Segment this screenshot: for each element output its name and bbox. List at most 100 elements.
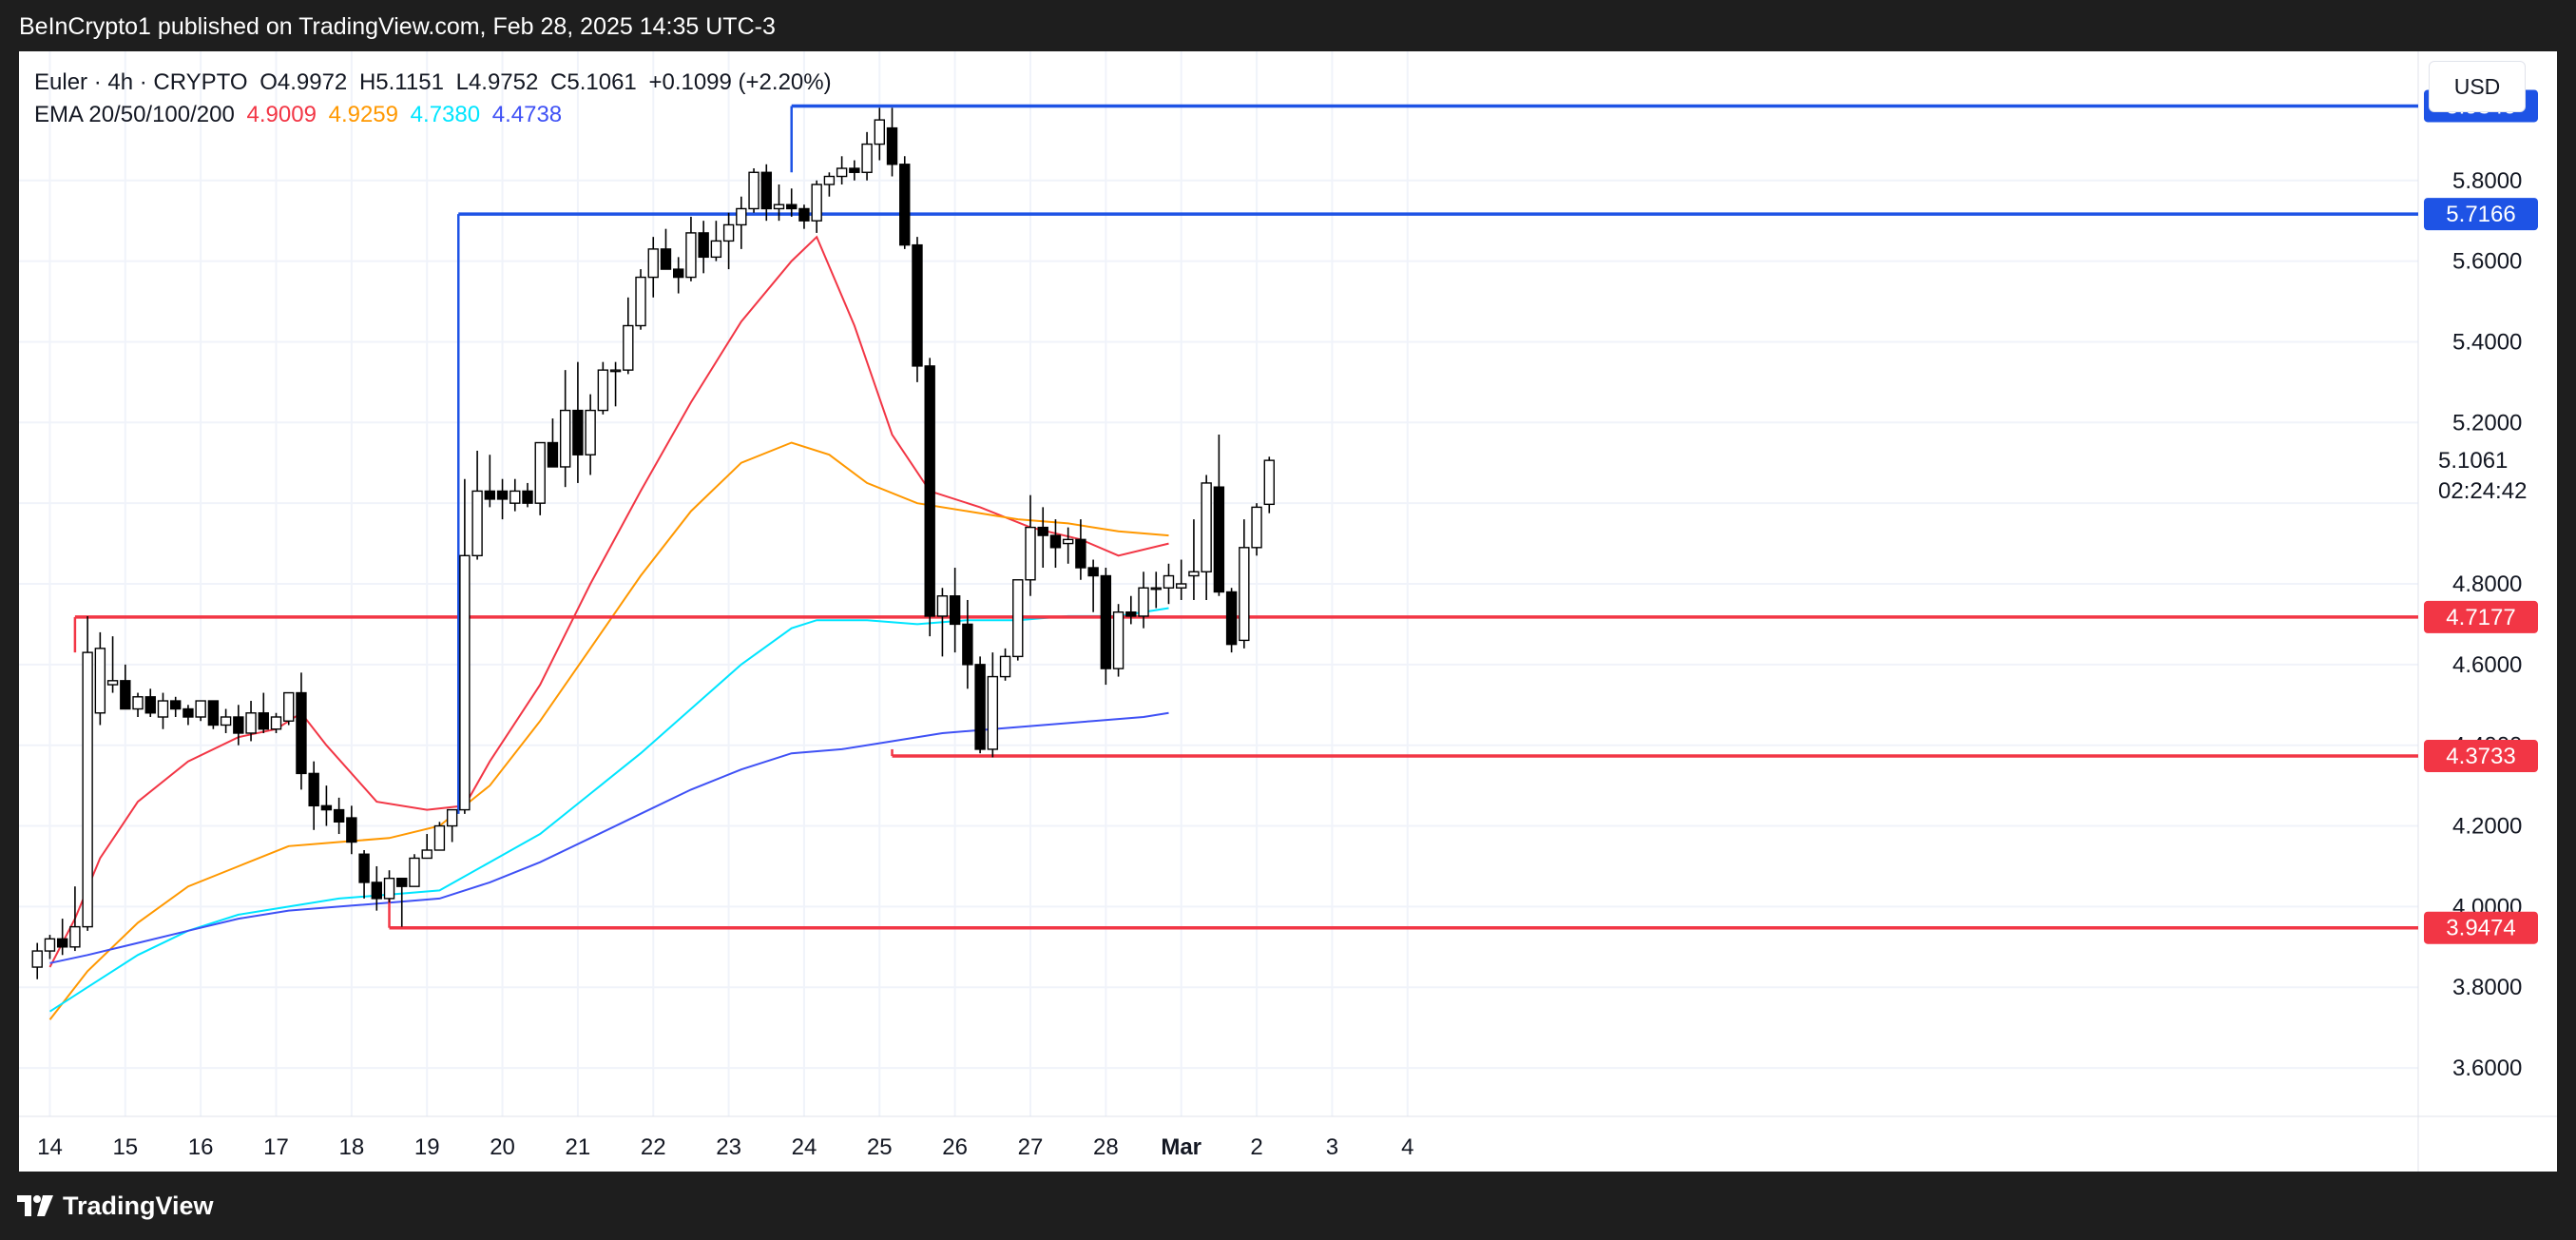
candle-body-bull	[1251, 506, 1262, 549]
candle-body-bull	[1025, 526, 1036, 581]
candle	[710, 221, 722, 262]
candle	[1012, 579, 1024, 661]
level-price-tag-bg	[2424, 911, 2538, 944]
candle-body-bull	[459, 554, 471, 811]
candle-body-bull	[471, 490, 483, 557]
price-chart[interactable]: 3.60003.80004.00004.20004.40004.60004.80…	[19, 51, 2557, 1172]
low-value: L4.9752	[455, 69, 539, 95]
candle-body-bull	[1239, 547, 1250, 642]
ema50-value: 4.9259	[328, 102, 398, 127]
candle-body-bull	[433, 824, 446, 851]
candle-body-bull	[1188, 571, 1200, 577]
candle-body-bull	[874, 119, 885, 145]
candle-body-bull	[1163, 574, 1175, 589]
candle	[999, 648, 1011, 681]
currency-button[interactable]: USD	[2429, 61, 2526, 112]
y-tick-label: 3.8000	[2452, 975, 2522, 1000]
candle-body-bear	[760, 171, 772, 210]
ema200-value: 4.4738	[491, 102, 563, 127]
candle-body-bear	[484, 490, 496, 500]
x-tick-label: 4	[1401, 1134, 1413, 1160]
candle-body-bear	[1049, 534, 1062, 549]
x-tick-label: 28	[1093, 1134, 1119, 1160]
countdown-label: 02:24:42	[2438, 478, 2527, 504]
candle-body-bear	[183, 707, 194, 718]
open-value: O4.9972	[260, 69, 348, 95]
chart-area[interactable]: 3.60003.80004.00004.20004.40004.60004.80…	[19, 51, 2557, 1172]
candle	[773, 184, 785, 222]
level-price-label: 3.9474	[2446, 916, 2515, 941]
candle	[283, 691, 295, 726]
x-tick-label: 14	[37, 1134, 63, 1160]
x-tick-label: 2	[1250, 1134, 1262, 1160]
candle	[1075, 519, 1086, 580]
candle-body-bull	[623, 324, 634, 371]
candle	[1025, 494, 1036, 596]
level-price-label: 4.3733	[2446, 744, 2515, 769]
x-tick-label: 24	[792, 1134, 817, 1160]
candle	[183, 705, 194, 726]
candle	[798, 204, 810, 229]
candle-body-bull	[82, 651, 93, 928]
candle-body-bull	[609, 369, 622, 373]
candle	[623, 297, 634, 375]
candle	[912, 237, 923, 382]
candle-body-bull	[94, 648, 106, 714]
ema-label[interactable]: EMA 20/50/100/200	[34, 102, 235, 127]
candle-body-bear	[358, 853, 370, 883]
candle	[144, 688, 156, 717]
candle	[585, 394, 596, 475]
x-axis: 14 15 16 17 18 19 20 21 22 23 24 25 26 27 28 Mar 2 3 4	[37, 1134, 1413, 1160]
x-tick-label: 20	[490, 1134, 515, 1160]
candle-body-bear	[346, 817, 357, 843]
candle	[446, 808, 458, 843]
candle-body-bear	[333, 808, 345, 823]
symbol-label[interactable]: Euler · 4h · CRYPTO	[34, 69, 248, 95]
candle	[1251, 503, 1262, 556]
candle-body-bear	[1075, 538, 1086, 569]
candle-body-bear	[698, 232, 709, 259]
candle	[936, 588, 949, 657]
candle-body-bull	[1012, 579, 1024, 658]
tradingview-logo[interactable]: TradingView	[17, 1191, 214, 1221]
y-tick-label: 5.6000	[2452, 249, 2522, 275]
candle	[270, 712, 282, 733]
level-price-tag: 5.7166	[2424, 198, 2538, 231]
ema-line-ema20	[48, 235, 1169, 968]
candle	[132, 692, 144, 717]
candle-body-bear	[899, 164, 911, 246]
candle-body-bull	[773, 203, 785, 210]
candle-body-bull	[811, 184, 822, 222]
level-price-label: 4.7177	[2446, 605, 2515, 630]
y-tick-label: 5.4000	[2452, 329, 2522, 355]
candle	[1239, 519, 1250, 649]
candle	[1213, 435, 1225, 596]
candle	[962, 599, 973, 689]
x-tick-label: Mar	[1161, 1134, 1201, 1160]
x-tick-label: 21	[566, 1134, 591, 1160]
candle-body-bull	[446, 808, 458, 827]
candle-body-bear	[660, 248, 672, 270]
candle-body-bull	[585, 409, 596, 455]
candle-body-bear	[308, 772, 319, 807]
candle-body-bull	[999, 655, 1011, 678]
candle-body-bull	[383, 877, 395, 900]
candle	[685, 216, 697, 281]
x-tick-label: 27	[1018, 1134, 1044, 1160]
tradingview-logo-icon	[17, 1195, 53, 1216]
candle	[69, 886, 81, 952]
candle-body-bear	[1037, 526, 1048, 536]
candle-body-bear	[962, 623, 973, 666]
candle-body-bull	[736, 207, 747, 226]
candle-body-bull	[31, 950, 43, 968]
candle-body-bull	[157, 700, 169, 718]
candle-body-bear	[949, 595, 961, 626]
candle	[195, 700, 206, 722]
candle	[559, 370, 571, 488]
level-price-tag: 3.9474	[2424, 911, 2538, 944]
candle-body-bear	[572, 409, 584, 455]
level-price-tag-bg	[2424, 740, 2538, 773]
candle	[1049, 519, 1062, 569]
candle	[220, 708, 232, 733]
candle	[245, 701, 257, 742]
